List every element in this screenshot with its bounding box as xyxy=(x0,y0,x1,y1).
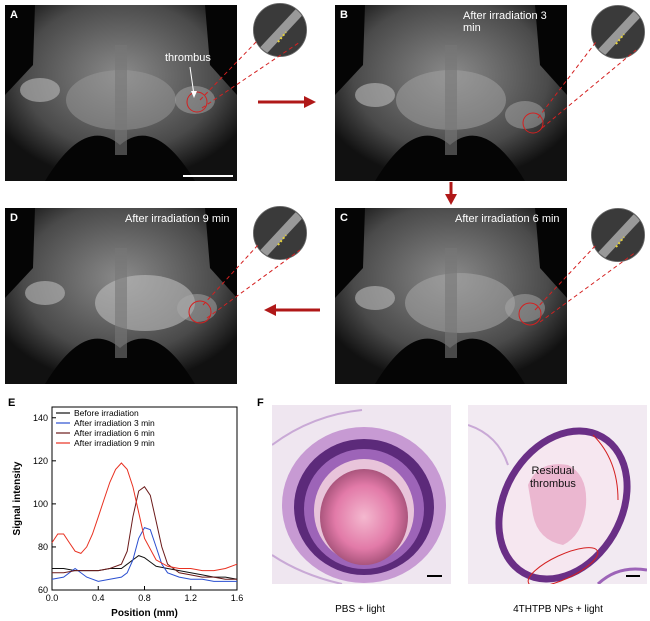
legend-entry-2: After irradiation 3 min xyxy=(74,418,155,428)
arrow-b-to-c xyxy=(445,182,457,205)
panel-c-xray: C After irradiation 6 min xyxy=(335,208,567,384)
thrombus-annotation: thrombus xyxy=(165,52,211,64)
caption-pbs-light: PBS + light xyxy=(335,604,385,615)
panel-label-d: D xyxy=(10,212,18,224)
panel-label-b: B xyxy=(340,9,348,21)
y-tick-label: 100 xyxy=(33,499,48,509)
x-axis-label: Position (mm) xyxy=(111,608,178,619)
panel-label-f: F xyxy=(257,397,264,409)
histology-pbs-image xyxy=(272,405,451,584)
xray-image-b xyxy=(335,5,567,181)
panel-title-b: After irradiation 3 min xyxy=(463,10,547,34)
thrombus-pointer-arrow xyxy=(189,66,197,98)
panel-label-e: E xyxy=(8,397,16,409)
panel-label-a: A xyxy=(10,9,18,21)
residual-thrombus-annotation: Residual thrombus xyxy=(530,465,576,490)
panel-title-d: After irradiation 9 min xyxy=(125,213,230,225)
panel-label-c: C xyxy=(340,212,348,224)
legend-entry-3: After irradiation 6 min xyxy=(74,428,155,438)
histology-4thtpb-image: Residual thrombus xyxy=(468,405,647,584)
legend-entry-1: Before irradiation xyxy=(74,408,139,418)
legend-entry-4: After irradiation 9 min xyxy=(74,438,155,448)
panel-d-xray: D After irradiation 9 min xyxy=(5,208,237,384)
y-tick-label: 140 xyxy=(33,413,48,423)
y-axis-label: Signal intensity xyxy=(12,461,23,535)
series-line-4 xyxy=(51,462,238,572)
arrow-a-to-b xyxy=(258,96,316,108)
zoom-inset-a xyxy=(253,3,307,57)
series-line-2 xyxy=(51,526,237,582)
panel-a-xray: A thrombus xyxy=(5,5,237,181)
x-tick-label: 0.4 xyxy=(92,593,105,603)
series-line-3 xyxy=(52,485,237,580)
y-tick-label: 120 xyxy=(33,456,48,466)
zoom-inset-c xyxy=(591,208,645,262)
panel-b-xray: B After irradiation 3 min xyxy=(335,5,567,181)
x-tick-label: 0.0 xyxy=(46,593,59,603)
xray-image-a xyxy=(5,5,237,181)
x-tick-label: 1.2 xyxy=(184,593,197,603)
xray-image-d xyxy=(5,208,237,384)
y-tick-label: 80 xyxy=(38,542,48,552)
y-tick-label: 60 xyxy=(38,585,48,595)
x-tick-label: 0.8 xyxy=(138,593,151,603)
panel-title-c: After irradiation 6 min xyxy=(455,213,560,225)
xray-image-c xyxy=(335,208,567,384)
caption-4thtpb-light: 4THTPB NPs + light xyxy=(513,604,603,615)
arrow-c-to-d xyxy=(264,304,320,316)
x-tick-label: 1.6 xyxy=(231,593,244,603)
series-line-1 xyxy=(52,555,238,580)
signal-intensity-chart: 60 80 100 120 140 0.0 0.4 0.8 1.2 1.6 Position (mm… xyxy=(12,406,244,619)
